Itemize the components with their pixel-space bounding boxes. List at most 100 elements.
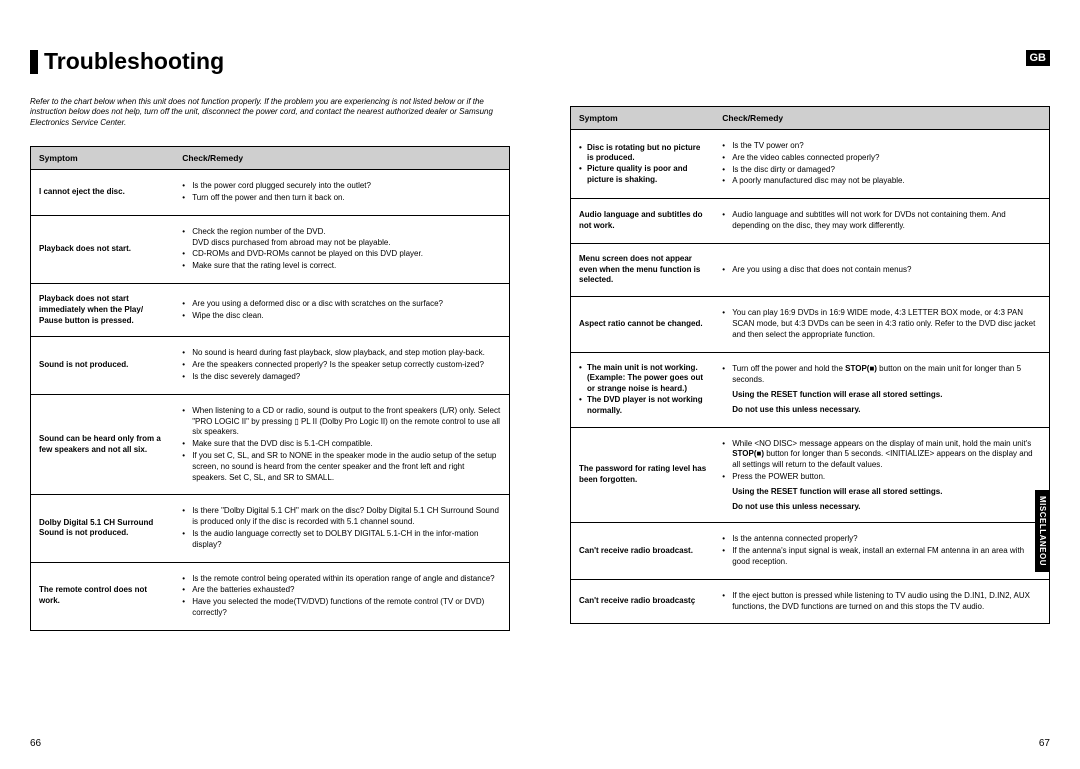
col-remedy: Check/Remedy [174, 147, 509, 170]
col-symptom: Symptom [571, 107, 715, 130]
remedy-list: Check the region number of the DVD.DVD d… [182, 227, 501, 272]
symptom-cell: The password for rating level has been f… [571, 427, 715, 523]
table-row: Can't receive radio broadcastçIf the eje… [571, 579, 1050, 624]
symptom-cell: Disc is rotating but no picture is produ… [571, 130, 715, 199]
remedy-list: Is the antenna connected properly?If the… [722, 534, 1041, 567]
remedy-list: If the eject button is pressed while lis… [722, 591, 1041, 613]
remedy-cell: Is the TV power on?Are the video cables … [714, 130, 1049, 199]
page-number-left: 66 [30, 738, 41, 749]
remedy-item: If the antenna's input signal is weak, i… [722, 546, 1041, 568]
remedy-cell: While <NO DISC> message appears on the d… [714, 427, 1049, 523]
remedy-list: Is the power cord plugged securely into … [182, 181, 501, 204]
remedy-cell: You can play 16:9 DVDs in 16:9 WIDE mode… [714, 297, 1049, 352]
remedy-item: If the eject button is pressed while lis… [722, 591, 1041, 613]
remedy-item: Audio language and subtitles will not wo… [722, 210, 1041, 232]
remedy-item: Check the region number of the DVD.DVD d… [182, 227, 501, 249]
stop-button-label: STOP(■) [845, 364, 877, 373]
remedy-cell: Are you using a disc that does not conta… [714, 243, 1049, 296]
remedy-cell: When listening to a CD or radio, sound i… [174, 394, 509, 495]
stop-button-label: STOP(■) [732, 449, 764, 458]
remedy-cell: No sound is heard during fast playback, … [174, 337, 509, 394]
remedy-item: CD-ROMs and DVD-ROMs cannot be played on… [182, 249, 501, 260]
table-row: The password for rating level has been f… [571, 427, 1050, 523]
remedy-subtext: DVD discs purchased from abroad may not … [192, 238, 501, 249]
symptom-cell: The main unit is not working. (Example: … [571, 352, 715, 427]
remedy-item: Is the disc severely damaged? [182, 372, 501, 383]
remedy-list: Turn off the power and hold the STOP(■) … [722, 364, 1041, 386]
symptom-cell: Can't receive radio broadcast. [571, 523, 715, 579]
remedy-item: Are you using a disc that does not conta… [722, 265, 1041, 276]
remedy-cell: Check the region number of the DVD.DVD d… [174, 215, 509, 283]
remedy-list: Audio language and subtitles will not wo… [722, 210, 1041, 232]
remedy-item: Turn off the power and hold the STOP(■) … [722, 364, 1041, 386]
table-row: The remote control does not work. Is the … [31, 562, 510, 630]
remedy-cell: Are you using a deformed disc or a disc … [174, 283, 509, 336]
remedy-item: Have you selected the mode(TV/DVD) funct… [182, 597, 501, 619]
symptom-cell: Aspect ratio cannot be changed. [571, 297, 715, 352]
remedy-cell: Is there "Dolby Digital 5.1 CH" mark on … [174, 495, 509, 562]
remedy-item: Are the speakers connected properly? Is … [182, 360, 501, 371]
table-row: Playback does not start immediately when… [31, 283, 510, 336]
table-row: Aspect ratio cannot be changed.You can p… [571, 297, 1050, 352]
symptom-bullet: Disc is rotating but no picture is produ… [579, 143, 706, 165]
symptom-cell: Dolby Digital 5.1 CH Surround Sound is n… [31, 495, 175, 562]
page-spread: Troubleshooting Refer to the chart below… [0, 0, 1080, 769]
remedy-list: Are you using a disc that does not conta… [722, 265, 1041, 276]
table-row: The main unit is not working. (Example: … [571, 352, 1050, 427]
side-tab: MISCELLANEOU [1035, 490, 1050, 572]
remedy-item: When listening to a CD or radio, sound i… [182, 406, 501, 438]
remedy-list: Is there "Dolby Digital 5.1 CH" mark on … [182, 506, 501, 550]
remedy-cell: Turn off the power and hold the STOP(■) … [714, 352, 1049, 427]
symptom-cell: I cannot eject the disc. [31, 170, 175, 216]
table-row: Menu screen does not appear even when th… [571, 243, 1050, 296]
remedy-item: Wipe the disc clean. [182, 311, 501, 322]
table-row: Sound can be heard only from a few speak… [31, 394, 510, 495]
remedy-item: Is the audio language correctly set to D… [182, 529, 501, 551]
table-row: Can't receive radio broadcast.Is the ant… [571, 523, 1050, 579]
remedy-item: Is the disc dirty or damaged? [722, 165, 1041, 176]
symptom-cell: The remote control does not work. [31, 562, 175, 630]
symptom-bullet: Picture quality is poor and picture is s… [579, 164, 706, 186]
remedy-item: Is the antenna connected properly? [722, 534, 1041, 545]
remedy-item: Are you using a deformed disc or a disc … [182, 299, 501, 310]
table-row: Audio language and subtitles do not work… [571, 199, 1050, 244]
symptom-cell: Audio language and subtitles do not work… [571, 199, 715, 244]
remedy-item: Is the remote control being operated wit… [182, 574, 501, 585]
remedy-item: No sound is heard during fast playback, … [182, 348, 501, 359]
remedy-list: Is the TV power on?Are the video cables … [722, 141, 1041, 187]
remedy-item: Is the power cord plugged securely into … [182, 181, 501, 192]
table-row: Playback does not start. Check the region… [31, 215, 510, 283]
remedy-list: No sound is heard during fast playback, … [182, 348, 501, 382]
symptom-cell: Playback does not start. [31, 215, 175, 283]
remedy-item: Is there "Dolby Digital 5.1 CH" mark on … [182, 506, 501, 528]
remedy-item: Are the video cables connected properly? [722, 153, 1041, 164]
title-bar-icon [30, 50, 38, 74]
troubleshooting-table-left: Symptom Check/Remedy I cannot eject the … [30, 146, 510, 631]
symptom-bullet: The main unit is not working. (Example: … [579, 363, 706, 395]
remedy-list: While <NO DISC> message appears on the d… [722, 439, 1041, 483]
remedy-item: Make sure that the DVD disc is 5.1-CH co… [182, 439, 501, 450]
remedy-list: When listening to a CD or radio, sound i… [182, 406, 501, 484]
symptom-cell: Sound is not produced. [31, 337, 175, 394]
remedy-list: Is the remote control being operated wit… [182, 574, 501, 619]
symptom-cell: Sound can be heard only from a few speak… [31, 394, 175, 495]
remedy-item: Press the POWER button. [722, 472, 1041, 483]
table-row: Dolby Digital 5.1 CH Surround Sound is n… [31, 495, 510, 562]
remedy-item: Is the TV power on? [722, 141, 1041, 152]
remedy-cell: If the eject button is pressed while lis… [714, 579, 1049, 624]
remedy-cell: Is the power cord plugged securely into … [174, 170, 509, 216]
symptom-cell: Menu screen does not appear even when th… [571, 243, 715, 296]
title-row: Troubleshooting [30, 48, 510, 75]
language-badge: GB [1026, 50, 1051, 66]
table-row: I cannot eject the disc. Is the power cor… [31, 170, 510, 216]
page-title: Troubleshooting [44, 48, 224, 75]
bold-note: Do not use this unless necessary. [722, 502, 1041, 513]
right-page: GB Symptom Check/Remedy Disc is rotating… [540, 0, 1080, 769]
symptom-cell: Playback does not start immediately when… [31, 283, 175, 336]
col-symptom: Symptom [31, 147, 175, 170]
bold-note: Using the RESET function will erase all … [722, 390, 1041, 401]
left-page: Troubleshooting Refer to the chart below… [0, 0, 540, 769]
remedy-cell: Audio language and subtitles will not wo… [714, 199, 1049, 244]
bold-note: Using the RESET function will erase all … [722, 487, 1041, 498]
remedy-item: Are the batteries exhausted? [182, 585, 501, 596]
